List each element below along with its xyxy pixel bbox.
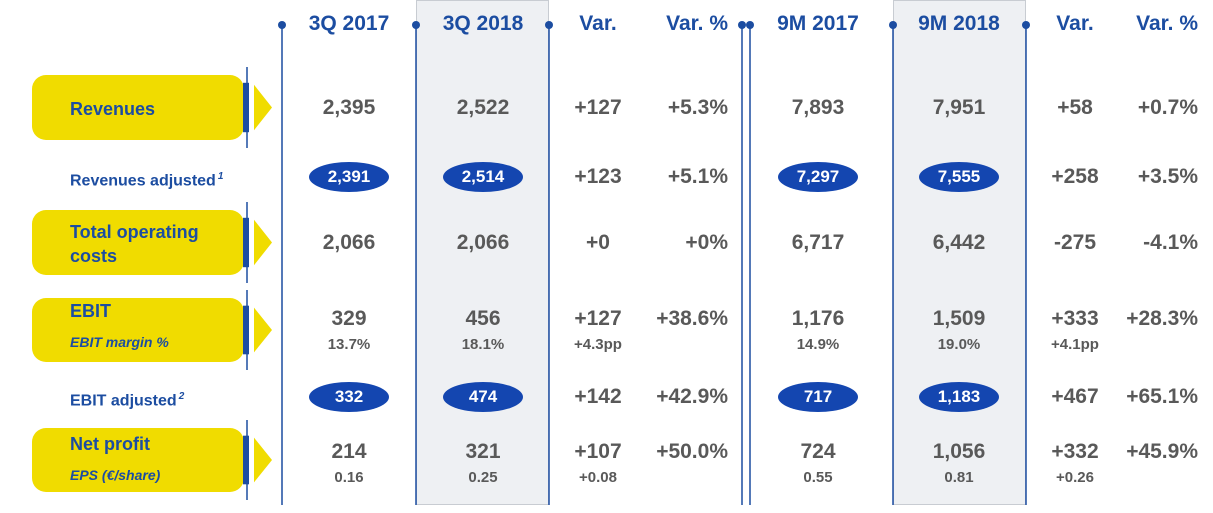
cell-value: 474 bbox=[468, 387, 498, 406]
cell-value: +107 bbox=[574, 440, 622, 463]
cell-value: 456 bbox=[465, 307, 501, 330]
cell-value: 7,951 bbox=[932, 96, 986, 119]
cell-value: 6,442 bbox=[932, 231, 986, 254]
footnote: 1 bbox=[217, 171, 224, 182]
row-label: EBIT bbox=[70, 301, 112, 321]
row-sublabel: EPS (€/share) bbox=[70, 467, 161, 483]
cell-value: 2,395 bbox=[322, 96, 376, 119]
cell-value: 332 bbox=[334, 387, 364, 406]
row-label: Revenues bbox=[70, 99, 156, 119]
column-header: 9M 2017 bbox=[777, 12, 859, 35]
highlight-oval bbox=[309, 382, 389, 412]
cell-value: +332 bbox=[1051, 440, 1099, 463]
cell-value: 1,183 bbox=[937, 387, 981, 406]
column-header: Var. bbox=[579, 12, 617, 35]
column-header: 3Q 2017 bbox=[308, 12, 390, 35]
cell-value: 7,297 bbox=[796, 167, 840, 186]
cell-value: 7,555 bbox=[937, 167, 981, 186]
cell-value: 6,717 bbox=[791, 231, 845, 254]
cell-value: +50.0% bbox=[656, 440, 728, 463]
label-box bbox=[32, 202, 272, 283]
highlight-oval bbox=[919, 162, 999, 192]
cell-value: 717 bbox=[803, 387, 833, 406]
cell-value: 1,176 bbox=[791, 307, 845, 330]
cell-value: 2,522 bbox=[456, 96, 510, 119]
cell-value: 1,056 bbox=[932, 440, 986, 463]
cell-subvalue: 0.25 bbox=[468, 469, 498, 486]
highlight-oval bbox=[778, 162, 858, 192]
column-header: Var. bbox=[1056, 12, 1094, 35]
cell-value: +258 bbox=[1051, 165, 1099, 188]
row-label: Total operating costs bbox=[70, 222, 199, 266]
cell-value: -4.1% bbox=[1143, 231, 1198, 254]
cell-value: 2,066 bbox=[456, 231, 510, 254]
cell-value: +123 bbox=[574, 165, 622, 188]
column-header: 3Q 2018 bbox=[442, 12, 524, 35]
cell-value: 1,509 bbox=[932, 307, 986, 330]
cell-value: 329 bbox=[331, 307, 367, 330]
cell-value: +127 bbox=[574, 96, 622, 119]
cell-subvalue: 0.55 bbox=[803, 469, 833, 486]
cell-value: +142 bbox=[574, 385, 622, 408]
column-header: Var. % bbox=[666, 12, 728, 35]
row-sublabel: EBIT margin % bbox=[70, 334, 169, 350]
cell-value: +0% bbox=[685, 231, 728, 254]
row-label: EBIT adjusted 2 bbox=[70, 391, 185, 410]
highlight-oval bbox=[443, 162, 523, 192]
footnote: 2 bbox=[178, 391, 185, 402]
cell-value: 2,514 bbox=[461, 167, 505, 186]
cell-value: +127 bbox=[574, 307, 622, 330]
label-box bbox=[32, 290, 272, 370]
cell-value: 321 bbox=[465, 440, 501, 463]
cell-value: 7,893 bbox=[791, 96, 845, 119]
cell-value: 214 bbox=[331, 440, 367, 463]
column-header: 9M 2018 bbox=[918, 12, 1000, 35]
cell-subvalue: +0.26 bbox=[1056, 469, 1094, 486]
highlight-oval bbox=[443, 382, 523, 412]
cell-subvalue: 0.81 bbox=[944, 469, 974, 486]
row-label: Net profit bbox=[70, 434, 150, 454]
column-shade bbox=[416, 0, 549, 505]
cell-subvalue: 13.7% bbox=[327, 336, 371, 353]
cell-value: 2,391 bbox=[327, 167, 371, 186]
cell-value: +58 bbox=[1057, 96, 1093, 119]
cell-value: +38.6% bbox=[656, 307, 728, 330]
cell-subvalue: +4.3pp bbox=[574, 336, 622, 353]
cell-value: +3.5% bbox=[1137, 165, 1198, 188]
cell-subvalue: 19.0% bbox=[937, 336, 981, 353]
cell-value: +467 bbox=[1051, 385, 1099, 408]
cell-value: +42.9% bbox=[656, 385, 728, 408]
label-box bbox=[32, 67, 272, 148]
column-header: Var. % bbox=[1136, 12, 1198, 35]
cell-value: +333 bbox=[1051, 307, 1099, 330]
highlight-oval bbox=[778, 382, 858, 412]
cell-subvalue: 18.1% bbox=[461, 336, 505, 353]
cell-subvalue: 14.9% bbox=[796, 336, 840, 353]
column-shade bbox=[893, 0, 1026, 505]
highlight-oval bbox=[309, 162, 389, 192]
cell-subvalue: 0.16 bbox=[334, 469, 364, 486]
cell-value: +5.3% bbox=[667, 96, 728, 119]
cell-value: -275 bbox=[1053, 231, 1097, 254]
cell-subvalue: +4.1pp bbox=[1051, 336, 1099, 353]
label-box bbox=[32, 420, 272, 500]
cell-value: +45.9% bbox=[1126, 440, 1198, 463]
cell-value: 2,066 bbox=[322, 231, 376, 254]
cell-value: +0.7% bbox=[1137, 96, 1198, 119]
row-label: Revenues adjusted 1 bbox=[70, 171, 224, 190]
cell-value: +0 bbox=[586, 231, 610, 254]
cell-subvalue: +0.08 bbox=[579, 469, 617, 486]
cell-value: 724 bbox=[800, 440, 836, 463]
highlight-oval bbox=[919, 382, 999, 412]
cell-value: +28.3% bbox=[1126, 307, 1198, 330]
cell-value: +65.1% bbox=[1126, 385, 1198, 408]
cell-value: +5.1% bbox=[667, 165, 728, 188]
